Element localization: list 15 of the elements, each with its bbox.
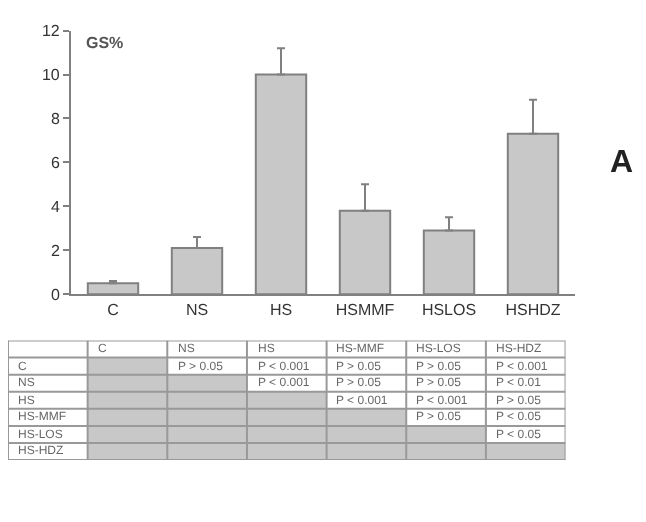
y-tick-label: 4 bbox=[50, 197, 61, 216]
x-tick-label: HSLOS bbox=[421, 301, 477, 320]
x-tick-label: HSMMF bbox=[335, 301, 395, 320]
y-tick-label: 8 bbox=[50, 110, 61, 129]
y-axis-title: GS% bbox=[86, 34, 124, 52]
y-tick-label: 12 bbox=[41, 22, 61, 41]
y-tick-label: 10 bbox=[41, 66, 61, 85]
x-tick-label: HSHDZ bbox=[505, 301, 561, 320]
x-tick-label: NS bbox=[185, 301, 209, 320]
y-tick-label: 0 bbox=[50, 285, 61, 304]
x-tick-label: HS bbox=[269, 301, 293, 320]
y-tick-label: 2 bbox=[50, 241, 61, 260]
y-tick-label: 6 bbox=[50, 154, 61, 172]
text: A bbox=[610, 146, 634, 180]
x-tick-label: C bbox=[107, 301, 120, 320]
